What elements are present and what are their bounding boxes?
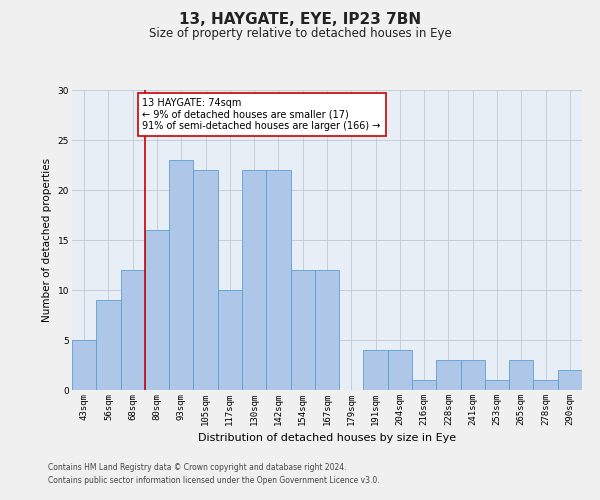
Bar xyxy=(242,170,266,390)
Bar xyxy=(388,350,412,390)
Bar xyxy=(485,380,509,390)
Bar xyxy=(96,300,121,390)
Text: 13, HAYGATE, EYE, IP23 7BN: 13, HAYGATE, EYE, IP23 7BN xyxy=(179,12,421,28)
Bar xyxy=(218,290,242,390)
Bar xyxy=(461,360,485,390)
Bar xyxy=(290,270,315,390)
Bar xyxy=(266,170,290,390)
X-axis label: Distribution of detached houses by size in Eye: Distribution of detached houses by size … xyxy=(198,434,456,444)
Text: Size of property relative to detached houses in Eye: Size of property relative to detached ho… xyxy=(149,28,451,40)
Bar xyxy=(121,270,145,390)
Text: Contains HM Land Registry data © Crown copyright and database right 2024.: Contains HM Land Registry data © Crown c… xyxy=(48,464,347,472)
Text: 13 HAYGATE: 74sqm
← 9% of detached houses are smaller (17)
91% of semi-detached : 13 HAYGATE: 74sqm ← 9% of detached house… xyxy=(142,98,381,131)
Bar xyxy=(436,360,461,390)
Bar xyxy=(509,360,533,390)
Bar xyxy=(145,230,169,390)
Bar xyxy=(169,160,193,390)
Bar xyxy=(364,350,388,390)
Text: Contains public sector information licensed under the Open Government Licence v3: Contains public sector information licen… xyxy=(48,476,380,485)
Bar xyxy=(193,170,218,390)
Bar xyxy=(72,340,96,390)
Bar xyxy=(315,270,339,390)
Bar xyxy=(533,380,558,390)
Y-axis label: Number of detached properties: Number of detached properties xyxy=(42,158,52,322)
Bar xyxy=(558,370,582,390)
Bar xyxy=(412,380,436,390)
